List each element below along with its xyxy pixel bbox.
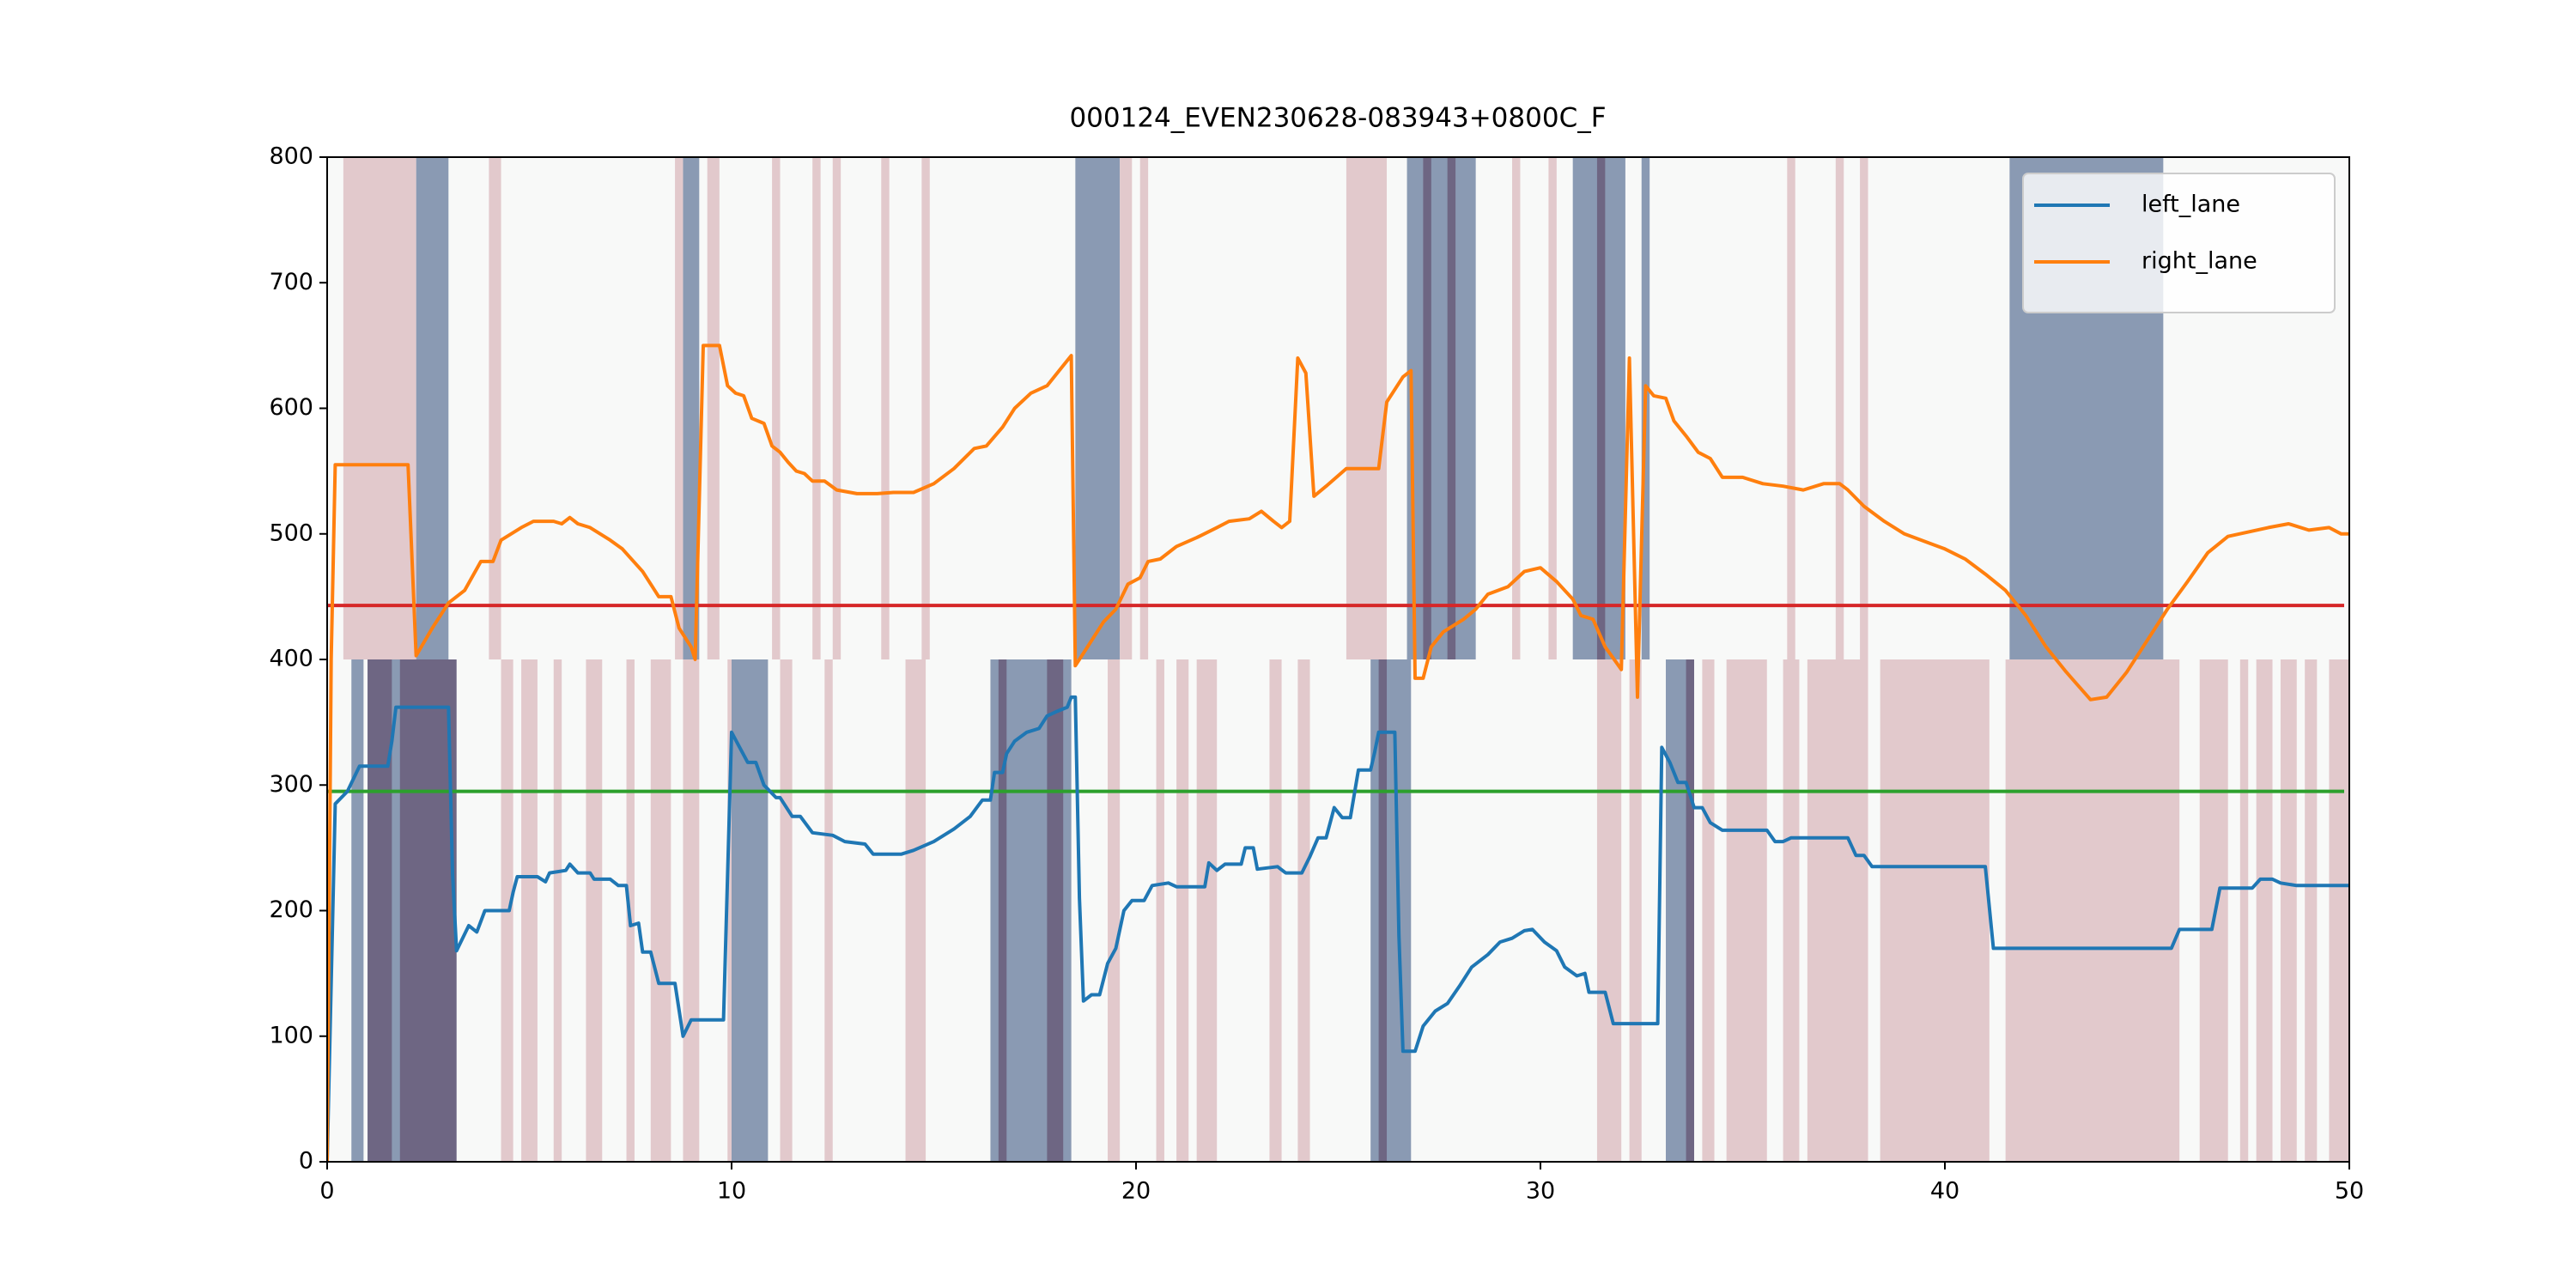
y-tick-label: 0 — [299, 1148, 313, 1175]
state-band — [351, 659, 364, 1162]
state-band — [1629, 659, 1642, 1162]
state-band — [780, 659, 793, 1162]
state-band — [1447, 157, 1456, 659]
plot-area — [327, 157, 2349, 1162]
state-band — [707, 157, 720, 659]
state-band — [812, 157, 821, 659]
state-band — [1423, 157, 1431, 659]
state-band — [416, 157, 449, 659]
legend-label: right_lane — [2142, 248, 2257, 275]
x-tick-label: 20 — [1121, 1178, 1151, 1205]
state-band — [1120, 157, 1133, 659]
state-band — [553, 659, 562, 1162]
state-band — [1880, 659, 1990, 1162]
state-band — [683, 157, 700, 659]
state-band — [2256, 659, 2273, 1162]
state-band — [1548, 157, 1557, 659]
state-band — [1596, 157, 1606, 659]
series-line — [327, 343, 2349, 1162]
state-band — [2305, 659, 2318, 1162]
state-band — [905, 659, 927, 1162]
y-tick-label: 400 — [269, 646, 313, 672]
state-band — [772, 157, 781, 659]
state-band — [1783, 659, 1800, 1162]
state-band — [1512, 157, 1521, 659]
state-band — [683, 659, 700, 1162]
y-tick-label: 500 — [269, 519, 313, 546]
y-tick-label: 800 — [269, 143, 313, 170]
y-tick-label: 300 — [269, 771, 313, 798]
state-band — [1787, 157, 1795, 659]
state-band — [2329, 659, 2349, 1162]
state-band — [1378, 659, 1388, 1162]
state-band — [2280, 659, 2297, 1162]
state-band — [921, 157, 930, 659]
state-band — [675, 157, 683, 659]
state-band — [1156, 659, 1164, 1162]
state-band — [1807, 659, 1868, 1162]
state-band — [727, 659, 732, 1162]
state-band — [2005, 659, 2180, 1162]
state-band — [1835, 157, 1844, 659]
chart-title: 000124_EVEN230628-083943+0800C_F — [1069, 103, 1606, 134]
state-band — [1297, 659, 1310, 1162]
state-band — [1702, 659, 1715, 1162]
state-band — [832, 157, 841, 659]
state-band — [998, 659, 1007, 1162]
state-band — [1726, 659, 1767, 1162]
state-band — [1346, 157, 1388, 659]
y-tick-label: 100 — [269, 1022, 313, 1048]
state-band — [368, 659, 392, 1162]
state-band — [343, 157, 416, 659]
state-band — [2239, 659, 2249, 1162]
state-band — [1047, 659, 1064, 1162]
state-band — [489, 157, 501, 659]
state-band — [1075, 157, 1121, 659]
state-band — [1269, 659, 1282, 1162]
y-tick-label: 200 — [269, 896, 313, 923]
x-tick-label: 10 — [717, 1178, 746, 1205]
state-band — [881, 157, 890, 659]
state-band — [399, 659, 457, 1162]
state-band — [1686, 659, 1694, 1162]
state-band — [732, 659, 769, 1162]
x-tick-label: 50 — [2335, 1178, 2364, 1205]
series-line — [327, 695, 2349, 1162]
state-band — [1176, 659, 1189, 1162]
state-band — [824, 659, 833, 1162]
state-band — [1860, 157, 1868, 659]
y-tick-label: 700 — [269, 269, 313, 295]
state-band — [586, 659, 603, 1162]
x-tick-label: 30 — [1526, 1178, 1555, 1205]
state-band — [1596, 659, 1622, 1162]
state-band — [1196, 659, 1218, 1162]
x-tick-label: 40 — [1930, 1178, 1959, 1205]
state-band — [650, 659, 671, 1162]
state-band — [1139, 157, 1149, 659]
y-tick-label: 600 — [269, 394, 313, 421]
state-band — [1108, 659, 1121, 1162]
state-band — [521, 659, 538, 1162]
x-tick-label: 0 — [319, 1178, 334, 1205]
legend-box — [2022, 173, 2336, 313]
state-band — [1406, 157, 1476, 659]
legend-label: left_lane — [2142, 191, 2240, 218]
